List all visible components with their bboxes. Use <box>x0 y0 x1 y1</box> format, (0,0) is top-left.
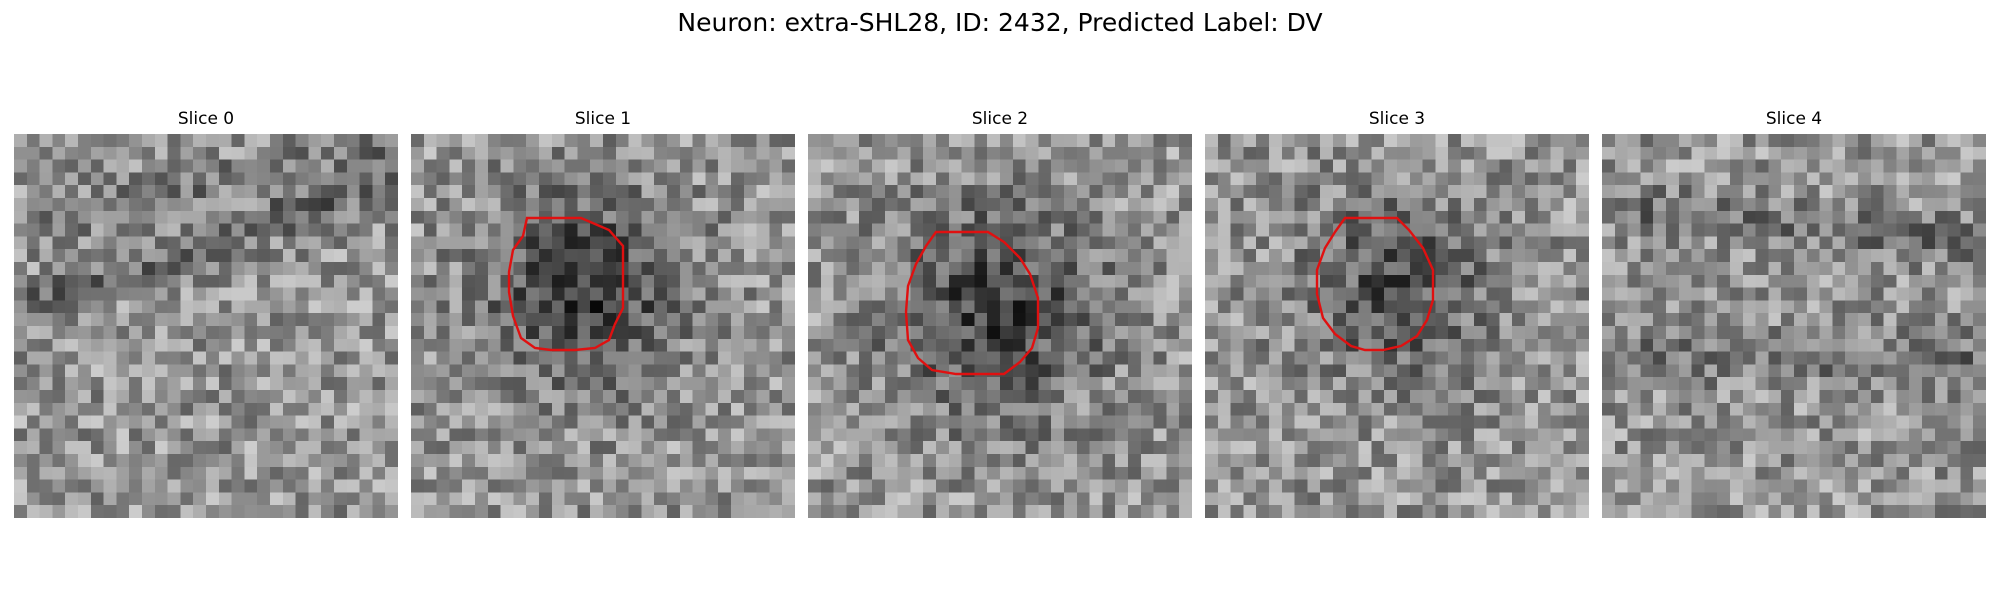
slice-title-4: Slice 4 <box>1765 109 1823 129</box>
slice-image-1 <box>411 134 795 518</box>
slice-panel-4: Slice 4 <box>1602 108 1986 518</box>
slice-panel-1: Slice 1 <box>411 108 795 518</box>
slice-title-0: Slice 0 <box>177 109 235 129</box>
slice-image-2 <box>808 134 1192 518</box>
slice-image-3 <box>1205 134 1589 518</box>
figure-title: Neuron: extra-SHL28, ID: 2432, Predicted… <box>677 8 1323 37</box>
slice-title-1: Slice 1 <box>574 109 632 129</box>
slice-title-3: Slice 3 <box>1368 109 1426 129</box>
slice-title-2: Slice 2 <box>971 109 1029 129</box>
slice-panel-3: Slice 3 <box>1205 108 1589 518</box>
slice-panel-0: Slice 0 <box>14 108 398 518</box>
slice-panel-2: Slice 2 <box>808 108 1192 518</box>
slice-image-4 <box>1602 134 1986 518</box>
slice-image-0 <box>14 134 398 518</box>
